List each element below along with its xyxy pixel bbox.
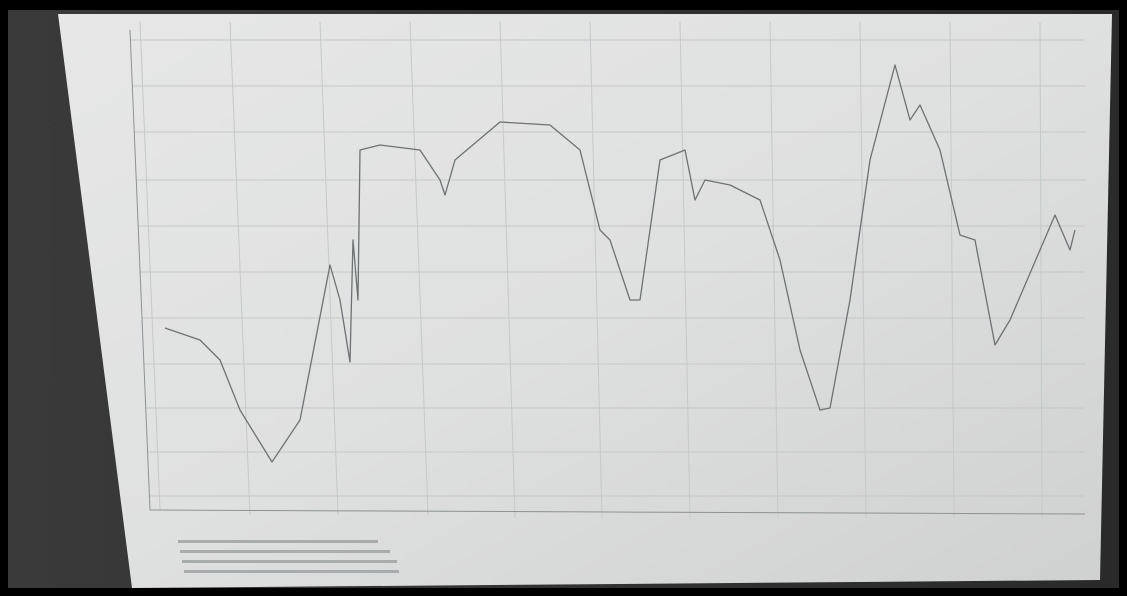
print-line (178, 540, 378, 543)
print-line (182, 560, 397, 563)
print-line (180, 550, 390, 553)
print-line (184, 570, 399, 573)
